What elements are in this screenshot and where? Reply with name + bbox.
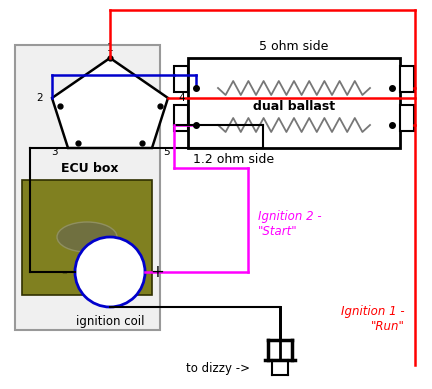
Polygon shape xyxy=(52,58,168,148)
Text: 4: 4 xyxy=(179,93,185,103)
Text: 2: 2 xyxy=(37,93,43,103)
Text: 5: 5 xyxy=(163,147,169,157)
Text: Ignition 1 -
"Run": Ignition 1 - "Run" xyxy=(341,305,405,333)
Ellipse shape xyxy=(57,222,117,252)
Text: 3: 3 xyxy=(51,147,57,157)
Bar xyxy=(174,66,188,92)
Text: -: - xyxy=(61,263,67,281)
Bar xyxy=(400,105,414,131)
Circle shape xyxy=(75,237,145,307)
Bar xyxy=(400,66,414,92)
Text: ignition coil: ignition coil xyxy=(76,315,144,328)
Text: Ignition 2 -
"Start": Ignition 2 - "Start" xyxy=(258,210,322,238)
Text: ECU box: ECU box xyxy=(61,162,119,175)
Text: 1: 1 xyxy=(107,43,113,53)
Bar xyxy=(22,180,152,295)
Text: to dizzy ->: to dizzy -> xyxy=(186,362,250,375)
Text: 5 ohm side: 5 ohm side xyxy=(259,40,329,53)
Bar xyxy=(15,45,160,330)
Bar xyxy=(188,58,400,148)
Text: 1.2 ohm side: 1.2 ohm side xyxy=(193,153,274,166)
Text: dual ballast: dual ballast xyxy=(253,100,335,113)
Bar xyxy=(174,105,188,131)
Text: +: + xyxy=(150,263,164,281)
